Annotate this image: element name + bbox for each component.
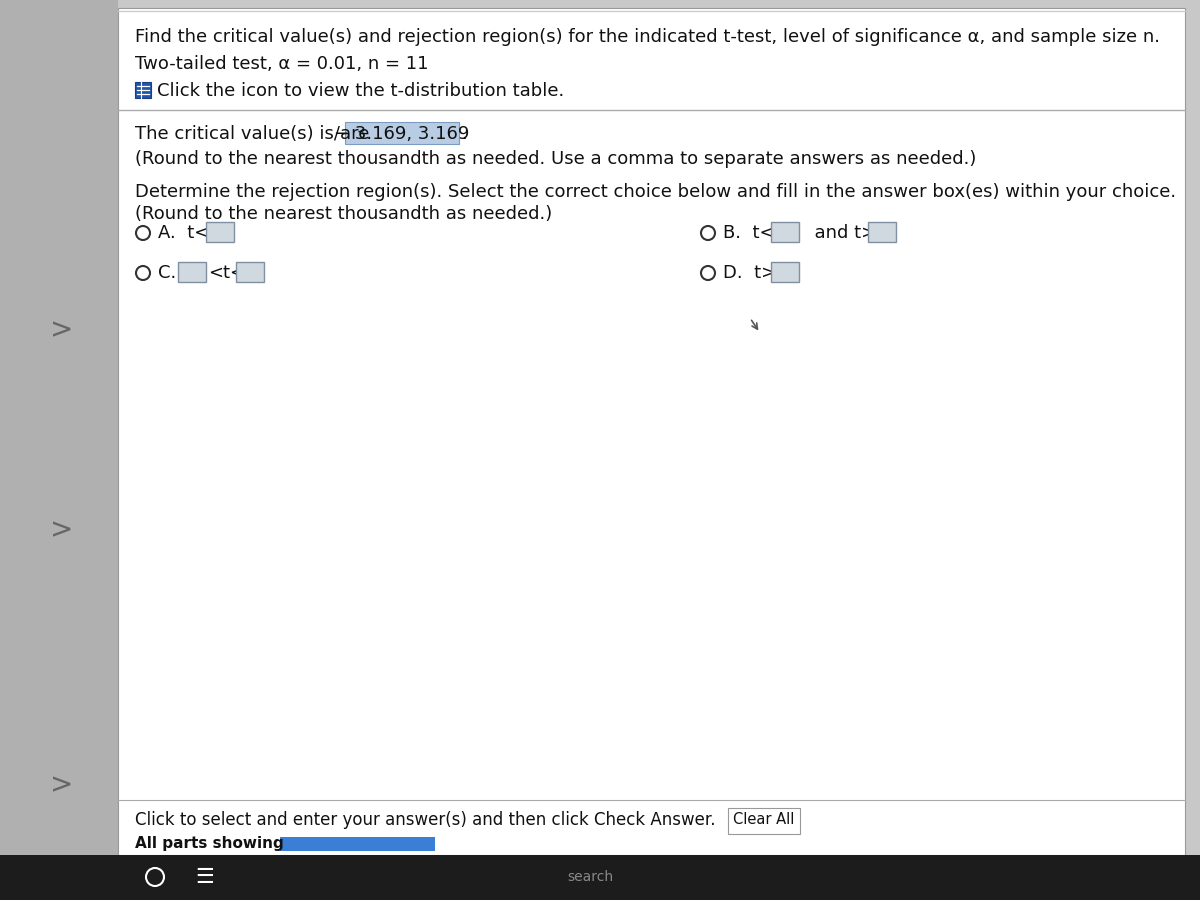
Text: − 3.169, 3.169: − 3.169, 3.169 bbox=[334, 125, 469, 143]
Text: B.  t<: B. t< bbox=[722, 224, 774, 242]
FancyBboxPatch shape bbox=[280, 837, 436, 851]
Text: The critical value(s) is/are: The critical value(s) is/are bbox=[134, 125, 370, 143]
Text: and t>: and t> bbox=[803, 224, 876, 242]
Text: (Round to the nearest thousandth as needed. Use a comma to separate answers as n: (Round to the nearest thousandth as need… bbox=[134, 150, 977, 168]
Text: All parts showing: All parts showing bbox=[134, 836, 283, 851]
FancyBboxPatch shape bbox=[728, 808, 800, 834]
FancyBboxPatch shape bbox=[0, 0, 118, 900]
Text: .: . bbox=[461, 125, 467, 143]
Text: <t<: <t< bbox=[208, 264, 245, 282]
Text: Two-tailed test, α = 0.01, n = 11: Two-tailed test, α = 0.01, n = 11 bbox=[134, 55, 428, 73]
FancyBboxPatch shape bbox=[344, 122, 458, 144]
Text: Find the critical value(s) and rejection region(s) for the indicated t-test, lev: Find the critical value(s) and rejection… bbox=[134, 28, 1160, 46]
Text: Clear All: Clear All bbox=[733, 812, 794, 827]
Text: >: > bbox=[50, 516, 73, 544]
Text: D.  t>: D. t> bbox=[722, 264, 776, 282]
FancyBboxPatch shape bbox=[178, 262, 206, 282]
Text: Click to select and enter your answer(s) and then click Check Answer.: Click to select and enter your answer(s)… bbox=[134, 811, 715, 829]
Text: search: search bbox=[566, 870, 613, 884]
FancyBboxPatch shape bbox=[118, 8, 1186, 855]
Text: Click the icon to view the t-distribution table.: Click the icon to view the t-distributio… bbox=[157, 82, 564, 100]
FancyBboxPatch shape bbox=[772, 262, 799, 282]
Text: Determine the rejection region(s). Select the correct choice below and fill in t: Determine the rejection region(s). Selec… bbox=[134, 183, 1176, 201]
Text: >: > bbox=[50, 316, 73, 344]
Text: ☰: ☰ bbox=[196, 867, 215, 887]
Text: >: > bbox=[50, 771, 73, 799]
Text: (Round to the nearest thousandth as needed.): (Round to the nearest thousandth as need… bbox=[134, 205, 552, 223]
FancyBboxPatch shape bbox=[236, 262, 264, 282]
FancyBboxPatch shape bbox=[868, 222, 896, 242]
Text: A.  t<: A. t< bbox=[158, 224, 209, 242]
Text: C.: C. bbox=[158, 264, 176, 282]
FancyBboxPatch shape bbox=[134, 82, 151, 98]
FancyBboxPatch shape bbox=[206, 222, 234, 242]
FancyBboxPatch shape bbox=[0, 855, 1200, 900]
FancyBboxPatch shape bbox=[772, 222, 799, 242]
